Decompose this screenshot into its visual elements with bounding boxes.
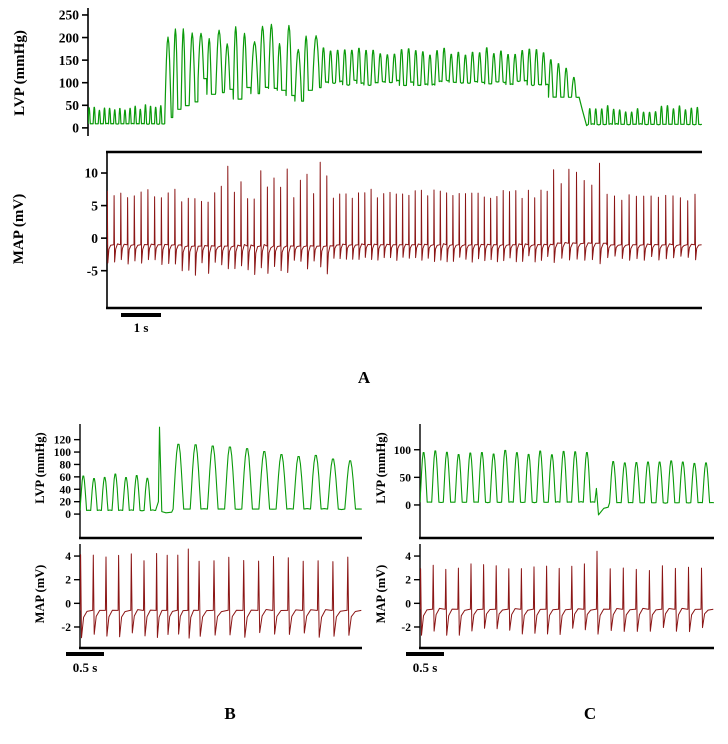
chart-c-map: -2 0 2 4	[401, 544, 714, 650]
y-tick-label: 0	[65, 598, 71, 610]
y-tick-label: 2	[65, 575, 71, 587]
c-lvp-trace	[420, 449, 714, 516]
y-tick-label: 10	[85, 166, 99, 181]
a-lvp-trace	[88, 23, 703, 127]
y-tick-label: 0	[65, 509, 71, 521]
y-tick-label: 80	[60, 459, 72, 471]
y-tick-label: 100	[54, 447, 72, 459]
b-map-trace	[80, 548, 362, 639]
y-tick-label: 4	[65, 551, 71, 563]
panel-label-b: B	[224, 704, 236, 723]
panel-label-a: A	[357, 368, 371, 387]
scalebar-b-label: 0.5 s	[72, 660, 98, 675]
y-tick-label: -5	[87, 263, 98, 278]
y-tick-label: 150	[59, 53, 80, 68]
scalebar-a	[121, 313, 161, 317]
y-tick-label: 5	[91, 198, 98, 213]
y-tick-label: 2	[405, 575, 411, 587]
b-lvp-trace	[80, 426, 362, 514]
y-tick-label: 0	[405, 598, 411, 610]
y-tick-label: 100	[394, 445, 412, 457]
y-tick-label: 120	[54, 435, 72, 447]
a-map-trace	[107, 161, 702, 276]
y-tick-label: 250	[59, 8, 80, 23]
y-tick-label: 0	[91, 231, 98, 246]
c-map-trace	[420, 550, 714, 636]
y-tick-label: 4	[405, 551, 411, 563]
y-tick-label: 20	[60, 497, 72, 509]
y-tick-label: 50	[66, 98, 80, 113]
y-tick-label: 100	[59, 75, 80, 90]
scalebar-c	[406, 652, 444, 656]
chart-b-map: -2 0 2 4	[61, 544, 362, 650]
scalebar-a-label: 1 s	[133, 320, 149, 335]
y-tick-label: -2	[401, 622, 411, 634]
panel-label-c: C	[583, 704, 597, 723]
y-tick-label: 60	[60, 472, 72, 484]
y-tick-label: 200	[59, 30, 80, 45]
y-tick-label: -2	[61, 622, 71, 634]
chart-c-lvp: 0 50 100	[394, 424, 714, 540]
chart-a-map: -5 0 5 10	[85, 150, 702, 310]
chart-a-lvp: 0 50 100 150 200 250	[59, 8, 703, 136]
y-tick-label: 40	[60, 484, 72, 496]
y-tick-label: 0	[72, 121, 79, 136]
y-tick-label: 50	[400, 472, 412, 484]
y-tick-label: 0	[405, 500, 411, 512]
scalebar-b	[66, 652, 104, 656]
scalebar-c-label: 0.5 s	[412, 660, 438, 675]
